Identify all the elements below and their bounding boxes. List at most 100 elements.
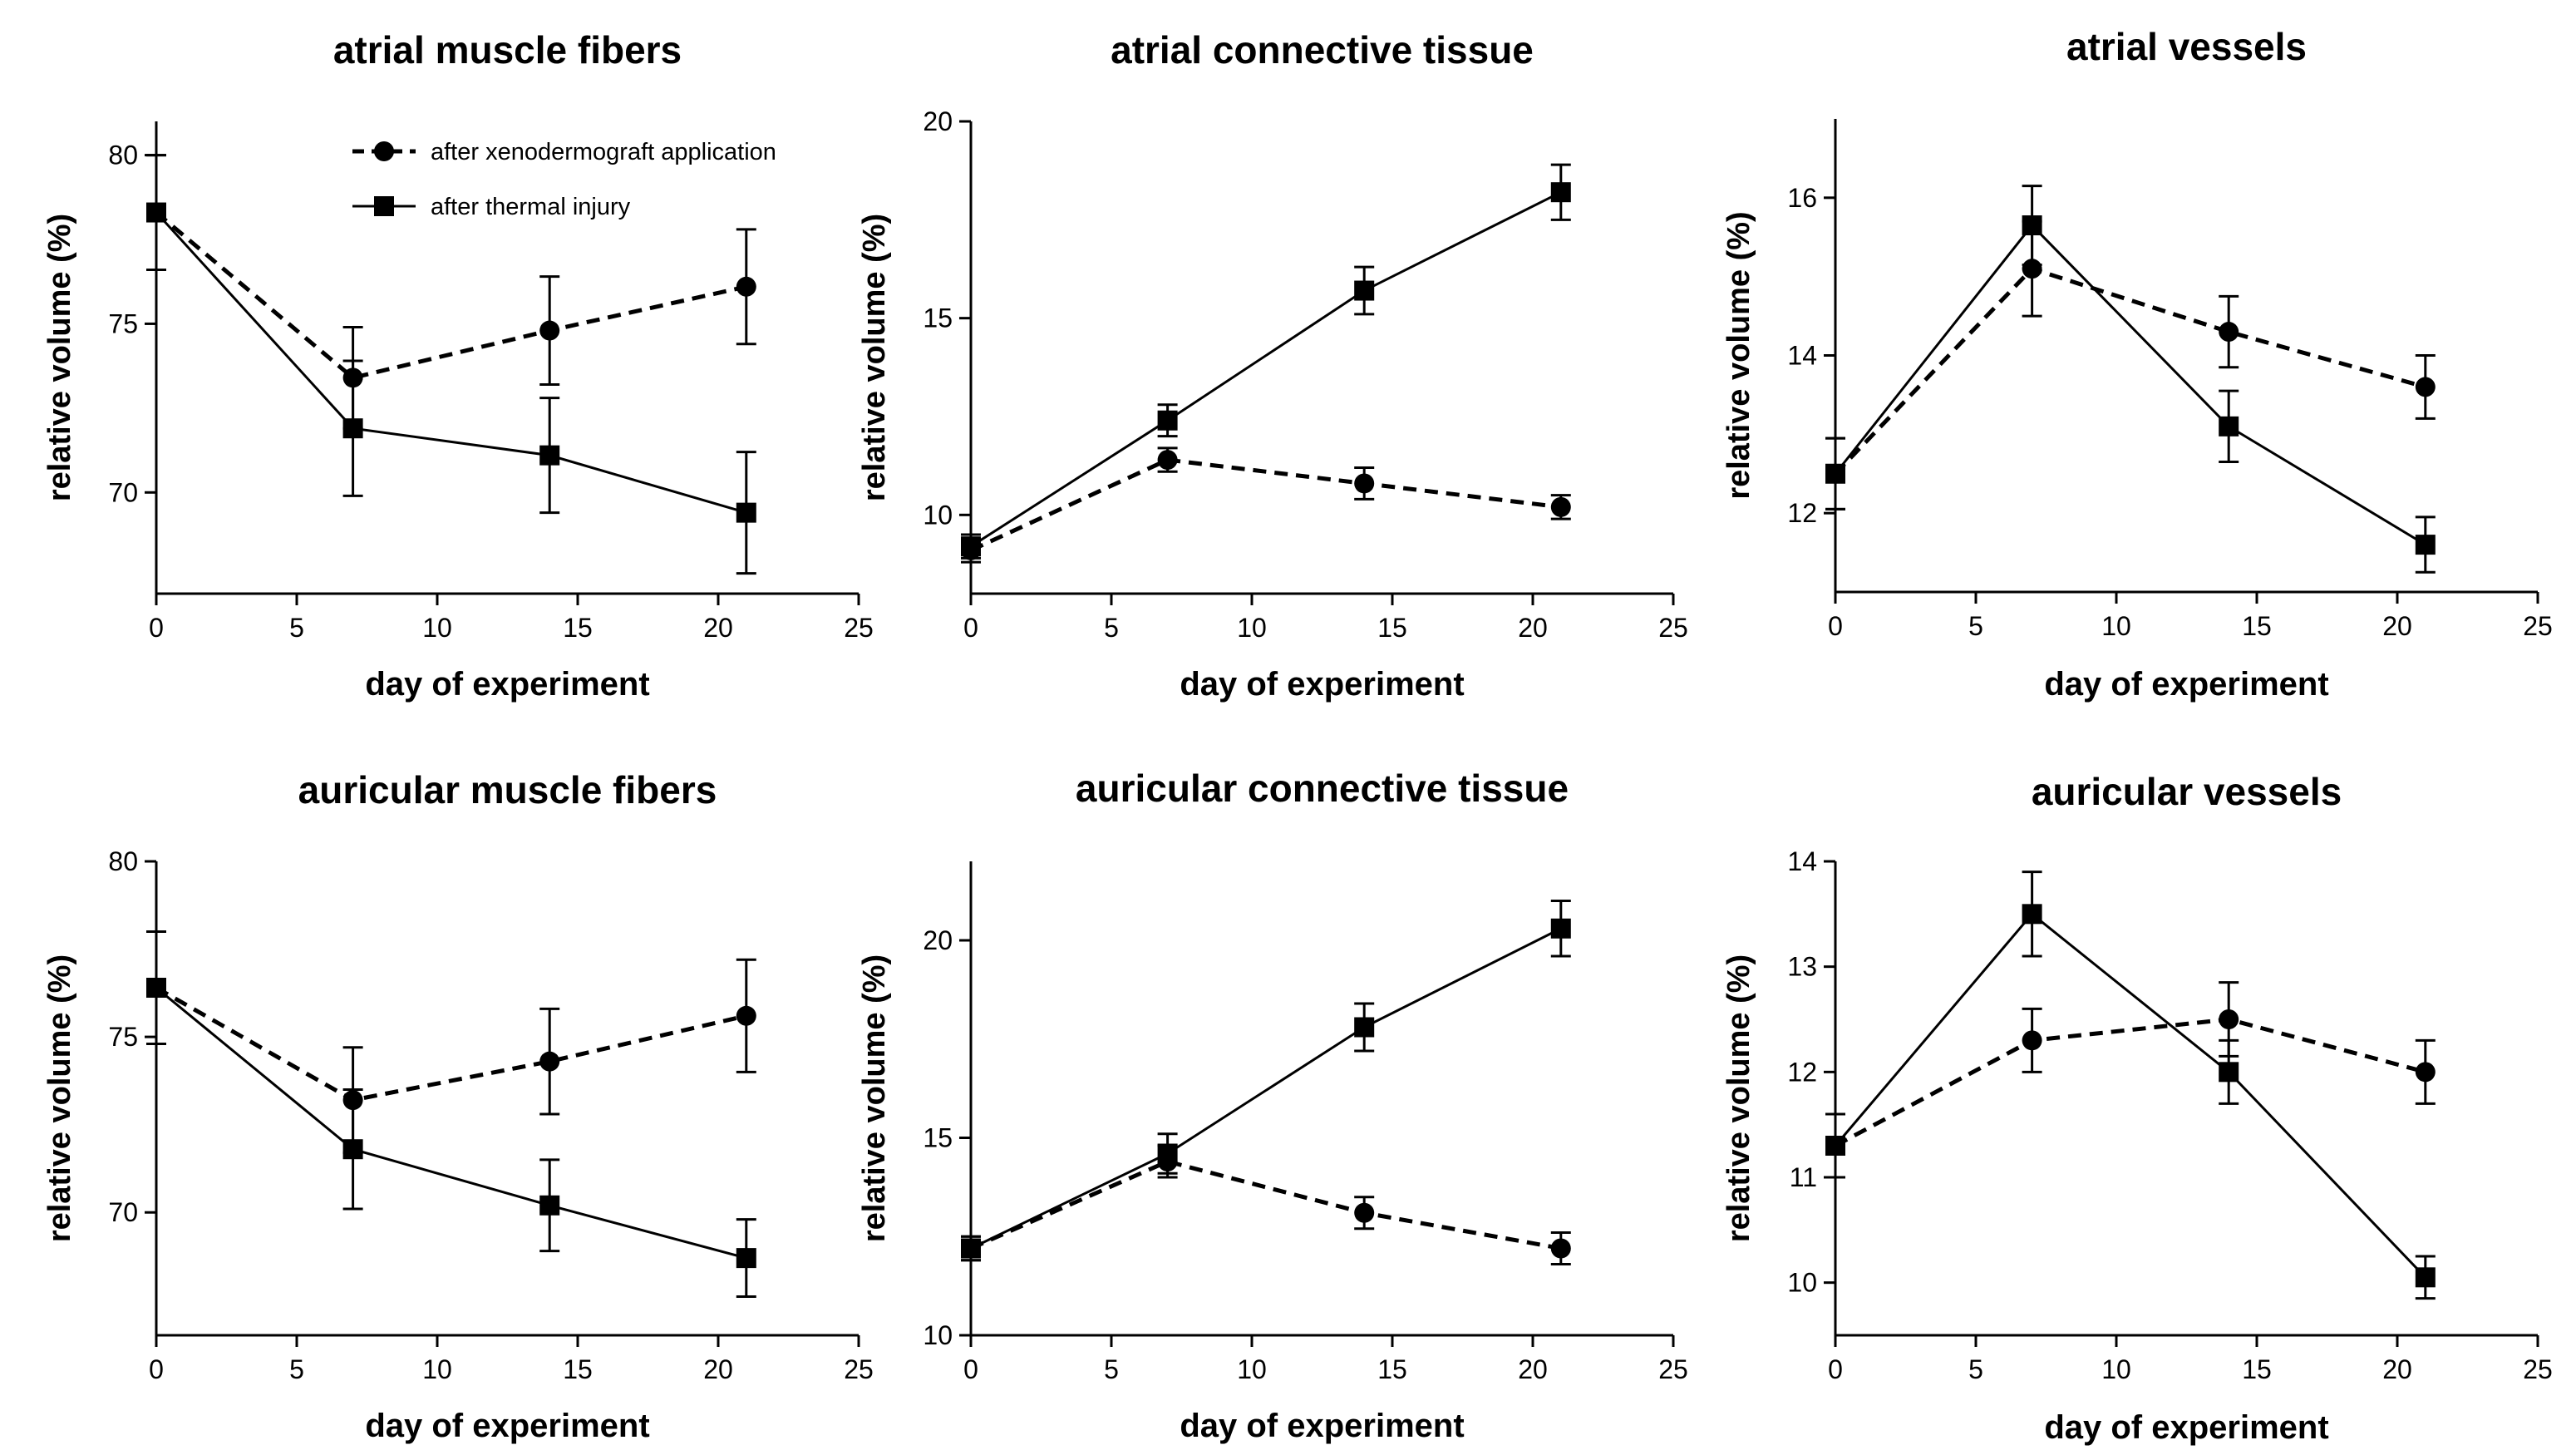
data-point [539, 445, 560, 466]
x-tick-label: 10 [1237, 613, 1267, 643]
legend-label: after xenodermograft application [431, 139, 776, 165]
data-point [539, 320, 560, 341]
y-tick-label: 11 [1790, 1162, 1817, 1192]
legend-marker [374, 196, 394, 216]
series-line [970, 190, 1562, 548]
series-line [1834, 1017, 2426, 1148]
data-point [539, 1051, 560, 1072]
data-point [1550, 496, 1571, 517]
x-axis-label: day of experiment [1180, 1408, 1464, 1444]
x-tick-label: 20 [2382, 611, 2412, 641]
x-tick-label: 25 [844, 613, 874, 643]
series-line [969, 457, 1562, 553]
y-tick-label: 80 [108, 846, 138, 876]
data-point [736, 1248, 756, 1269]
series-line [155, 986, 747, 1260]
series-xenodermograft [961, 446, 1571, 564]
x-tick-label: 20 [2382, 1354, 2412, 1384]
x-tick-label: 25 [844, 1354, 874, 1384]
x-tick-label: 15 [563, 1354, 593, 1384]
data-point [342, 418, 363, 439]
x-tick-label: 20 [1518, 1354, 1548, 1384]
chart-panel-3: atrial vessels 0 5 10 15 20 25 12 14 16 day of exp… [1721, 25, 2553, 703]
series-xenodermograft [1825, 219, 2436, 510]
y-tick-label: 10 [923, 500, 953, 530]
chart-panel-2: atrial connective tissue 0 5 10 15 20 25 10 15 20… [857, 28, 1688, 703]
series-line [1834, 266, 2426, 476]
x-tick-label: 25 [2523, 1354, 2553, 1384]
x-tick-label: 0 [1828, 1354, 1843, 1384]
x-tick-label: 20 [1518, 613, 1548, 643]
x-tick-label: 5 [1968, 611, 1983, 641]
series-thermal-injury [146, 930, 756, 1299]
x-tick-label: 10 [1237, 1354, 1267, 1384]
x-tick-label: 5 [1104, 613, 1119, 643]
data-point [1354, 1017, 1375, 1038]
chart-panel-1: atrial muscle fibers 0 5 10 15 20 25 70 75 80 day … [42, 28, 874, 703]
x-tick-label: 20 [703, 1354, 733, 1384]
x-tick-label: 5 [1104, 1354, 1119, 1384]
y-axis-label: relative volume (%) [1721, 211, 1756, 499]
x-tick-label: 15 [1377, 1354, 1407, 1384]
y-tick-label: 10 [1787, 1268, 1817, 1298]
data-point [2219, 1062, 2239, 1083]
series-thermal-injury [961, 163, 1571, 560]
chart-title: auricular connective tissue [1076, 767, 1569, 810]
series-line [155, 985, 747, 1102]
x-tick-label: 0 [963, 1354, 978, 1384]
chart-title: atrial vessels [2066, 25, 2307, 68]
x-tick-label: 5 [1968, 1354, 1983, 1384]
data-point [2219, 322, 2239, 343]
y-axis-label: relative volume (%) [857, 954, 892, 1242]
data-point [2415, 1062, 2436, 1083]
chart-title: atrial connective tissue [1111, 28, 1534, 72]
data-point [1550, 182, 1571, 203]
x-tick-label: 10 [2101, 611, 2131, 641]
data-point [1354, 1202, 1375, 1223]
y-tick-label: 20 [923, 925, 953, 955]
data-point [2022, 1030, 2042, 1051]
data-point [2022, 904, 2042, 925]
y-tick-label: 20 [923, 106, 953, 136]
legend-marker [374, 141, 394, 161]
x-tick-label: 0 [149, 1354, 164, 1384]
y-tick-label: 70 [108, 1197, 138, 1227]
x-tick-label: 10 [2101, 1354, 2131, 1384]
chart-panel-6: auricular vessels 0 5 10 15 20 25 10 11 12 13 14 day… [1721, 770, 2553, 1446]
data-point [1354, 473, 1375, 494]
x-tick-label: 10 [422, 613, 452, 643]
series-line [1834, 223, 2426, 546]
x-tick-label: 25 [1658, 613, 1688, 643]
data-point [1825, 1136, 1845, 1156]
data-point [2415, 1267, 2436, 1288]
x-tick-label: 25 [2523, 611, 2553, 641]
series-line [970, 927, 1562, 1250]
data-point [146, 202, 166, 223]
x-axis-label: day of experiment [2044, 666, 2328, 703]
data-point [2022, 215, 2042, 236]
x-axis-label: day of experiment [1180, 666, 1464, 703]
series-thermal-injury [961, 900, 1571, 1262]
x-tick-label: 20 [703, 613, 733, 643]
y-tick-label: 13 [1787, 952, 1817, 982]
data-point [146, 978, 166, 998]
data-point [1157, 410, 1178, 431]
series-thermal-injury [1825, 871, 2436, 1300]
data-point [1550, 1238, 1571, 1259]
x-tick-label: 0 [1828, 611, 1843, 641]
x-axis-label: day of experiment [365, 666, 649, 703]
y-tick-label: 14 [1787, 846, 1817, 876]
x-tick-label: 25 [1658, 1354, 1688, 1384]
x-tick-label: 15 [563, 613, 593, 643]
data-point [539, 1195, 560, 1216]
data-point [1825, 463, 1845, 484]
data-point [1550, 918, 1571, 939]
y-axis-label: relative volume (%) [42, 214, 77, 501]
data-point [961, 1238, 981, 1259]
data-point [736, 502, 756, 523]
x-tick-label: 10 [422, 1354, 452, 1384]
y-axis-label: relative volume (%) [857, 214, 892, 501]
data-point [961, 536, 981, 557]
series-thermal-injury [1825, 185, 2436, 574]
